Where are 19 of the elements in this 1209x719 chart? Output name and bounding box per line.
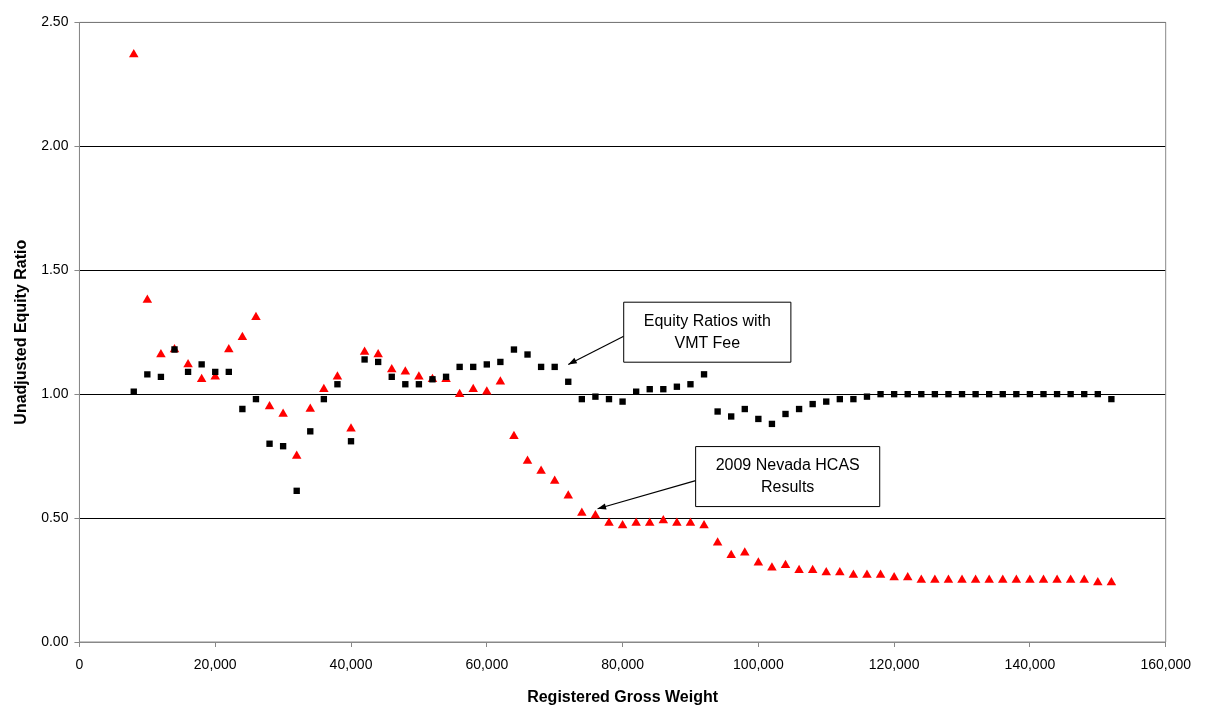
annotation: 2009 Nevada HCAS Results xyxy=(715,455,860,495)
x-axis-title: Registered Gross Weight xyxy=(527,687,719,705)
y-tick-label: 2.50 xyxy=(41,13,69,30)
y-tick-label: 0.50 xyxy=(41,508,69,525)
x-tick-label: 100,000 xyxy=(733,656,784,673)
x-tick-label: 0 xyxy=(75,656,84,673)
y-tick-label: 2.00 xyxy=(41,137,69,154)
x-tick-label: 160,000 xyxy=(1140,656,1192,673)
x-tick-label: 60,000 xyxy=(465,656,509,673)
annotation: Equity Ratios with VMT Fee xyxy=(643,311,771,351)
y-tick-label: 0.00 xyxy=(41,632,69,649)
x-tick-label: 120,000 xyxy=(868,656,920,673)
x-tick-label: 80,000 xyxy=(601,656,645,673)
y-tick-label: 1.00 xyxy=(41,385,69,402)
x-tick-label: 20,000 xyxy=(193,656,237,673)
x-tick-label: 140,000 xyxy=(1004,656,1056,673)
x-tick-label: 40,000 xyxy=(329,656,373,673)
y-axis-title: Unadjusted Equity Ratio xyxy=(12,239,30,425)
y-tick-label: 1.50 xyxy=(41,261,69,278)
